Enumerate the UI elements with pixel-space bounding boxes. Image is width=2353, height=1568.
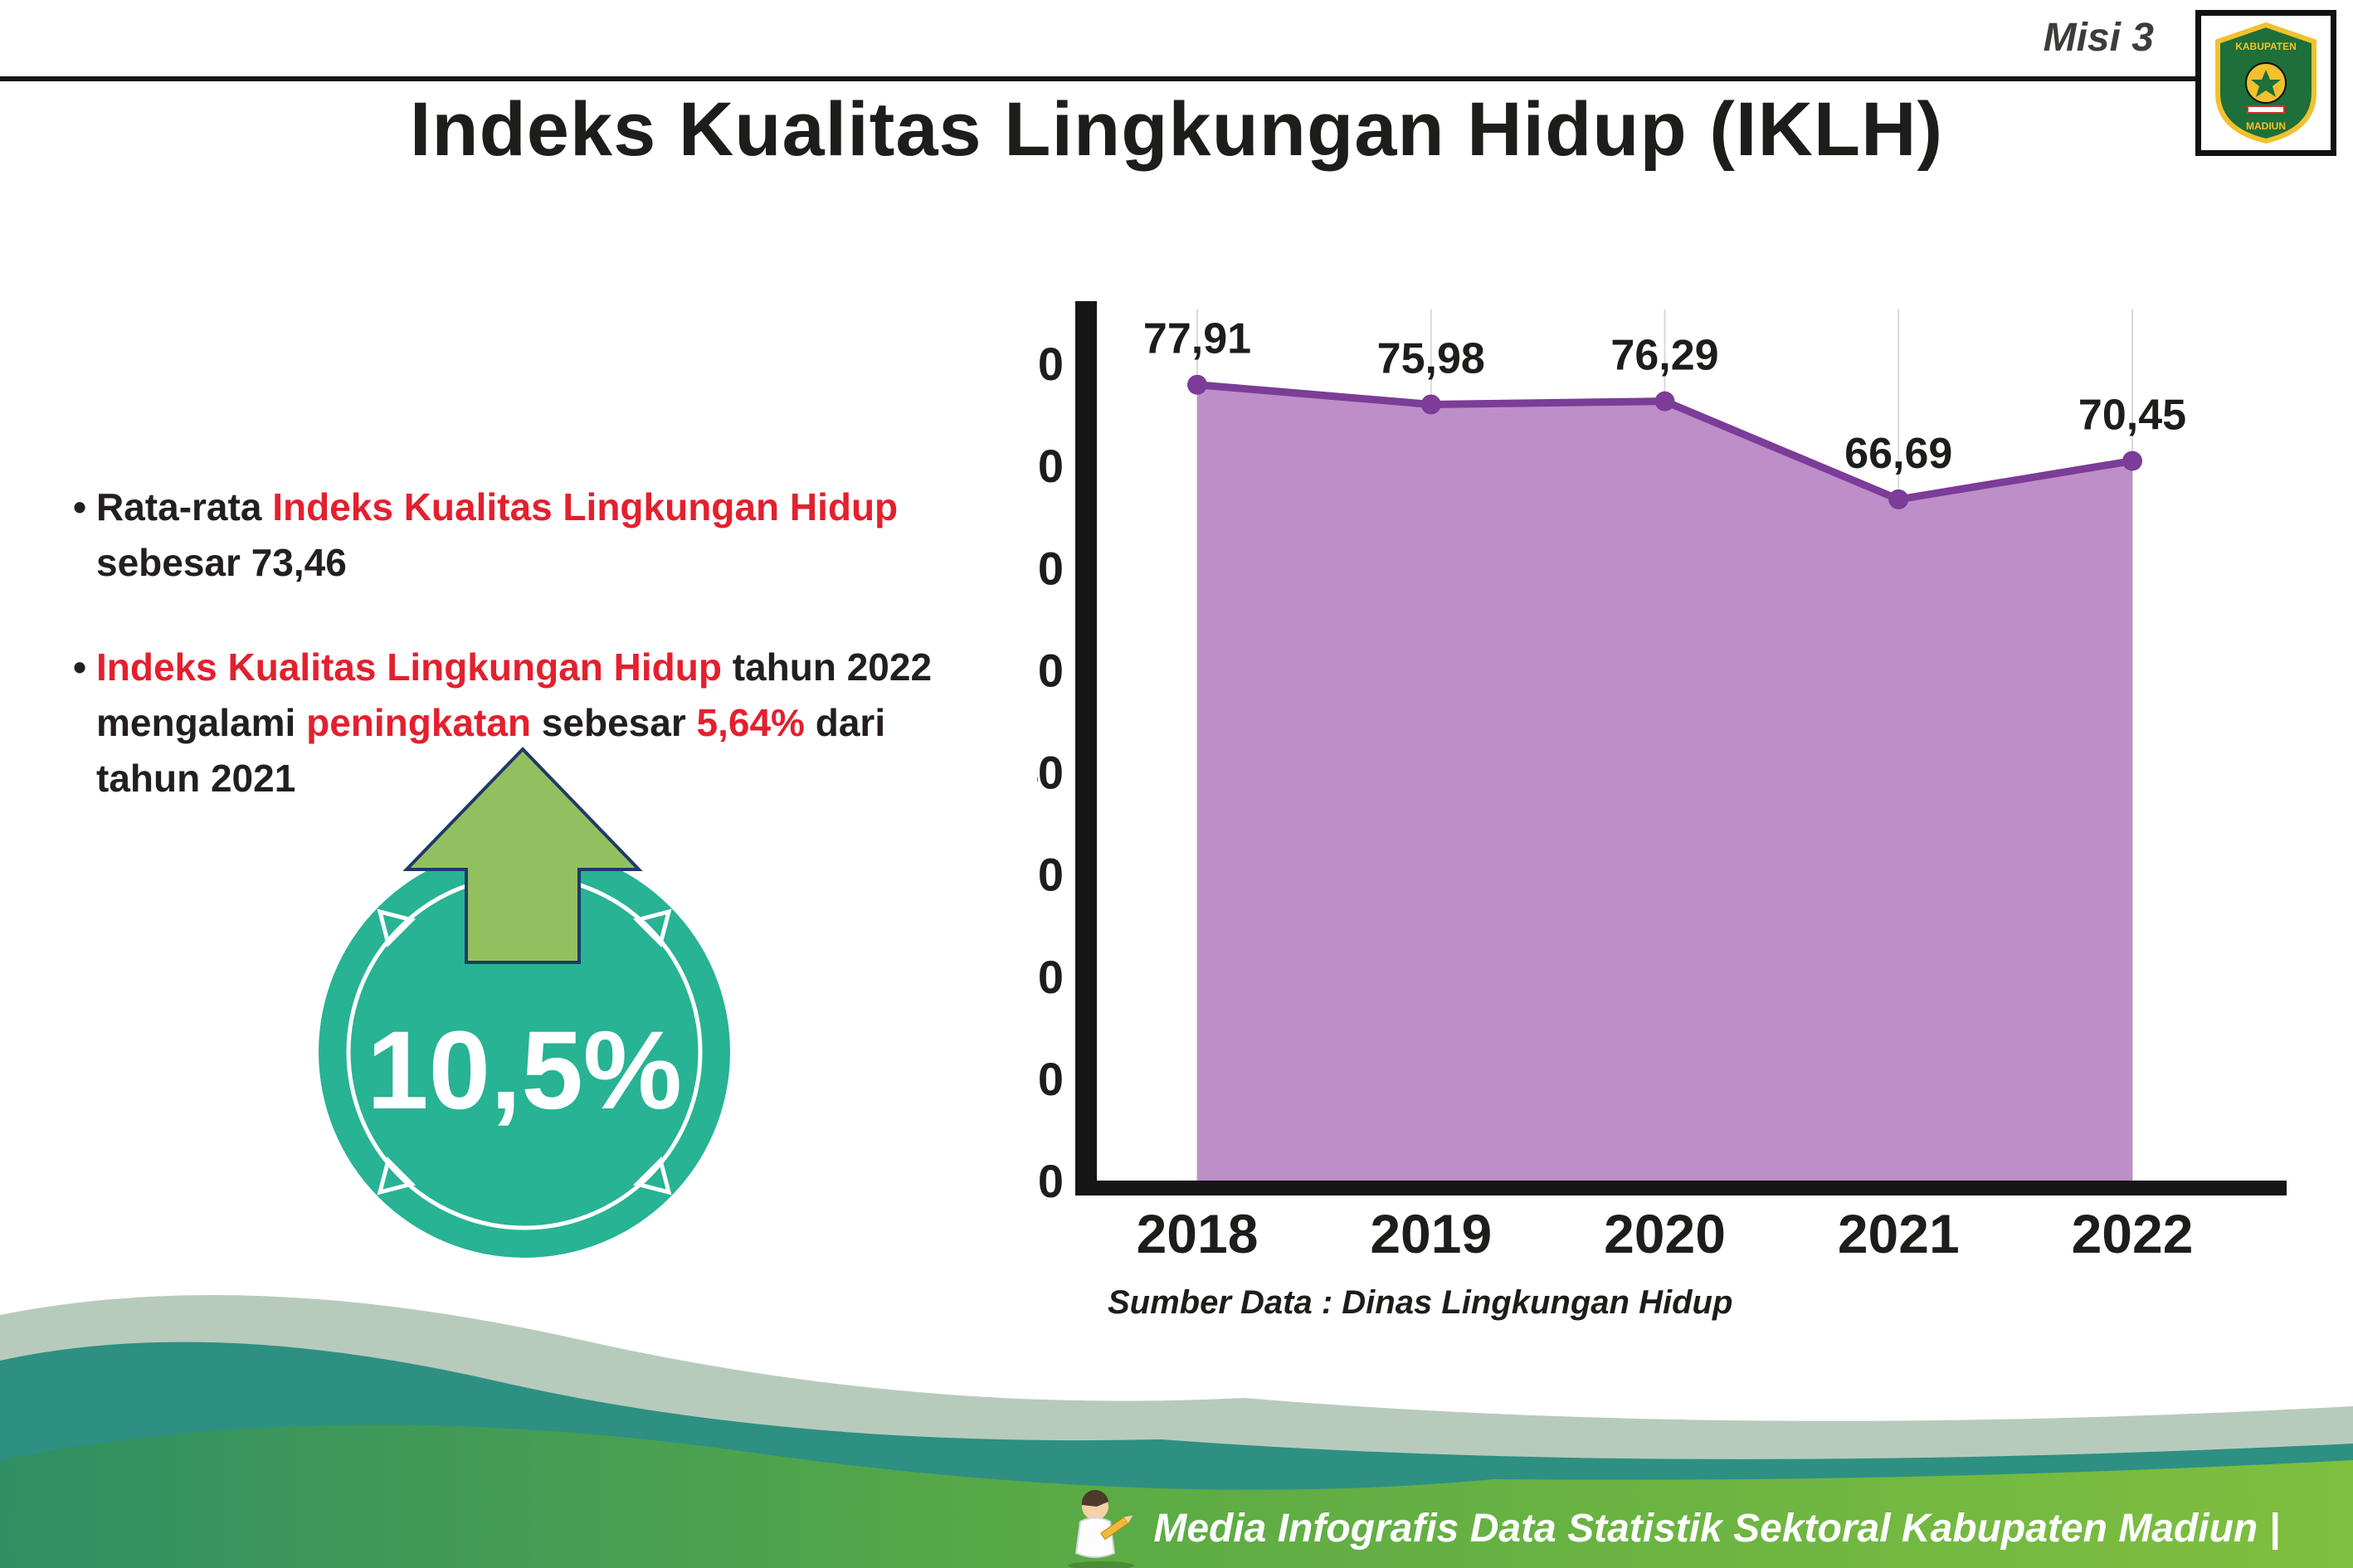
- bullet2-mid1: tahun 2022 mengalami: [96, 645, 933, 745]
- y-axis: [1075, 301, 1097, 1195]
- mascot-icon: [1068, 1489, 1135, 1568]
- x-tick-label: 2019: [1370, 1203, 1492, 1264]
- page-title: Indeks Kualitas Lingkungan Hidup (IKLH): [409, 87, 1944, 172]
- y-tick-label: 40: [1037, 747, 1064, 799]
- y-tick-label: 30: [1037, 849, 1064, 901]
- bullet-average-iklh: Rata-rata Indeks Kualitas Lingkungan Hid…: [73, 480, 969, 590]
- footer-credit: Media Infografis Data Statistik Sektoral…: [1064, 1487, 2280, 1568]
- key-findings: Rata-rata Indeks Kualitas Lingkungan Hid…: [73, 480, 969, 806]
- y-tick-label: 20: [1037, 951, 1064, 1003]
- badge-circle: [319, 846, 730, 1258]
- footer-wave-decoration: [0, 1295, 2353, 1568]
- data-label: 75,98: [1377, 334, 1485, 382]
- y-tick-label: 60: [1037, 542, 1064, 594]
- logo-text-top: KABUPATEN: [2235, 41, 2297, 52]
- y-tick-label: 50: [1037, 644, 1064, 696]
- y-tick-label: 80: [1037, 338, 1064, 390]
- y-tick-label: 10: [1037, 1053, 1064, 1105]
- badge-value: 10,5%: [367, 1009, 682, 1132]
- area-fill: [1197, 384, 2132, 1181]
- data-point: [2122, 450, 2142, 471]
- kabupaten-madiun-shield-icon: KABUPATEN MADIUN: [2215, 22, 2316, 144]
- x-tick-label: 2022: [2072, 1203, 2194, 1264]
- y-tick-label: 0: [1038, 1155, 1064, 1207]
- x-tick-label: 2020: [1604, 1203, 1726, 1264]
- up-arrow-icon: [402, 747, 643, 964]
- header-divider: [0, 76, 2199, 81]
- data-label: 77,91: [1143, 315, 1251, 363]
- ring-triangle-decorations: [377, 908, 672, 1195]
- chart-source-note: Sumber Data : Dinas Lingkungan Hidup: [1108, 1284, 1733, 1321]
- kabupaten-madiun-logo: KABUPATEN MADIUN: [2195, 10, 2336, 156]
- data-label: 76,29: [1610, 332, 1718, 380]
- logo-text-bottom: MADIUN: [2246, 120, 2286, 132]
- x-tick-label: 2021: [1838, 1203, 1960, 1264]
- increase-badge: 10,5%: [319, 747, 730, 1258]
- data-label: 66,69: [1844, 430, 1952, 478]
- bullet2-highlight3: 5,64%: [696, 701, 805, 745]
- bullet1-post: sebesar 73,46: [96, 540, 347, 584]
- x-tick-label: 2018: [1137, 1203, 1259, 1264]
- data-point: [1654, 391, 1675, 411]
- misi-label: Misi 3: [2043, 16, 2154, 60]
- bullet2-highlight2: peningkatan: [306, 701, 532, 745]
- data-point: [1420, 394, 1441, 415]
- bullet1-highlight: Indeks Kualitas Lingkungan Hidup: [272, 485, 899, 528]
- footer-text: Media Infografis Data Statistik Sektoral…: [1153, 1506, 2280, 1551]
- bullet2-post: dari tahun 2021: [96, 701, 886, 800]
- data-label: 70,45: [2078, 392, 2186, 440]
- bullet-increase-2022: Indeks Kualitas Lingkungan Hidup tahun 2…: [73, 640, 969, 806]
- bullet2-highlight1: Indeks Kualitas Lingkungan Hidup: [96, 645, 722, 689]
- iklh-area-chart: 77,91 75,98 76,29 66,69 70,45 0 10 20 30 40 50 60 70…: [1037, 301, 2287, 1264]
- bullet1-pre: Rata-rata: [96, 485, 273, 528]
- data-point: [1187, 374, 1207, 395]
- x-axis: [1075, 1181, 2287, 1195]
- data-point: [1888, 489, 1909, 509]
- y-tick-label: 70: [1037, 440, 1064, 492]
- bullet2-mid2: sebesar: [531, 701, 697, 745]
